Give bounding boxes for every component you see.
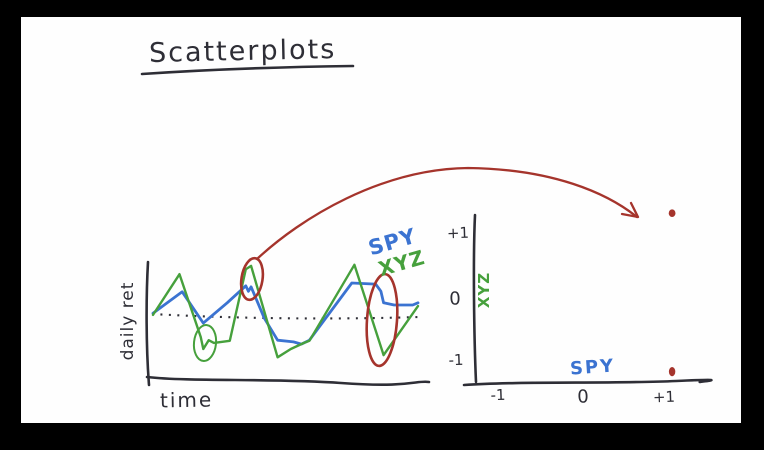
annotation-arrow-head [620, 201, 640, 219]
scatter-x-tick-minus1: -1 [490, 385, 506, 405]
scatter-x-tick-plus1: +1 [652, 387, 676, 407]
left-chart-y-axis-label: daily ret [118, 281, 138, 361]
scatter-x-axis-label: SPY [569, 355, 616, 380]
annotation-arrow-curve [255, 166, 639, 261]
spy-line-series [151, 281, 420, 346]
left-chart-x-axis [145, 375, 431, 386]
hand-drawing-layer [140, 64, 713, 387]
whiteboard-canvas: Scatterplots daily ret time SPY XYZ +1 0… [21, 17, 741, 423]
scatter-y-axis-label: XYZ [475, 271, 493, 309]
scatter-point-bottom [668, 367, 676, 377]
title-underline [140, 64, 355, 76]
green-annotation-circle [192, 324, 218, 362]
page-title: Scatterplots [148, 34, 337, 69]
scatter-y-tick-plus1: +1 [446, 223, 470, 243]
scatter-x-tick-zero: 0 [576, 386, 590, 408]
scatter-y-tick-zero: 0 [448, 288, 462, 310]
left-chart-x-axis-label: time [159, 387, 214, 413]
scatter-y-tick-minus1: -1 [448, 350, 464, 370]
scatter-y-axis [472, 213, 478, 384]
xyz-line-series [151, 263, 420, 359]
left-chart-y-axis [145, 260, 151, 387]
scatter-x-axis [462, 378, 713, 387]
red-annotation-circle-divergence [365, 272, 399, 368]
scatter-point-top [668, 209, 676, 217]
red-annotation-circle-peak [239, 256, 265, 302]
